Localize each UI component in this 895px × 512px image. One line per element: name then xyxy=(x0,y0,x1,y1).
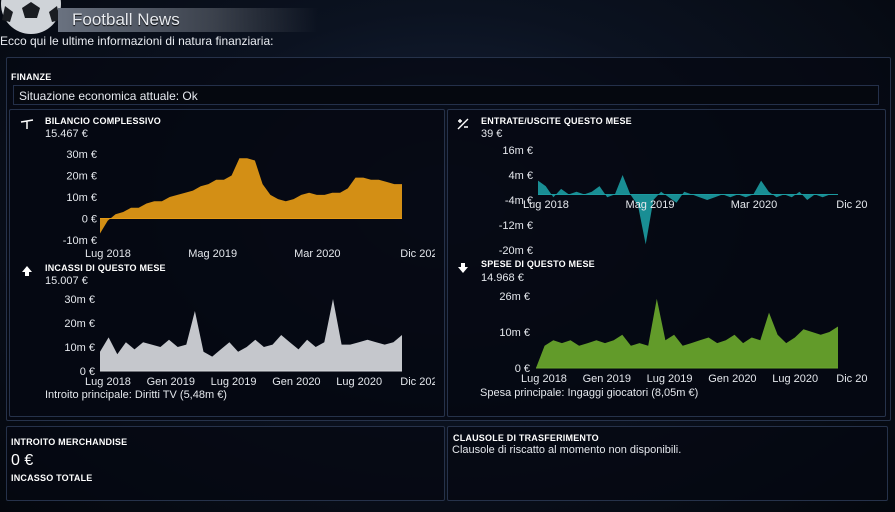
x-tick-label: Lug 2018 xyxy=(85,248,131,260)
y-tick-label: -10m € xyxy=(63,235,97,247)
clausole-title: CLAUSOLE DI TRASFERIMENTO xyxy=(453,433,599,443)
incassi-value: 15.007 € xyxy=(45,275,88,287)
football-icon xyxy=(0,0,62,34)
x-tick-label: Mag 2019 xyxy=(188,248,237,260)
page-title: Football News xyxy=(72,10,180,29)
y-tick-label: 16m € xyxy=(502,145,533,157)
x-tick-label: Lug 2020 xyxy=(772,373,818,385)
entrate-title: ENTRATE/USCITE QUESTO MESE xyxy=(481,116,632,126)
y-tick-label: 4m € xyxy=(509,170,533,182)
finance-title: FINANZE xyxy=(11,72,52,82)
x-tick-label: Lug 2018 xyxy=(523,199,569,211)
y-tick-label: 30m € xyxy=(64,294,95,306)
spese-value: 14.968 € xyxy=(481,272,524,284)
series-area xyxy=(100,158,402,234)
title-band xyxy=(58,8,318,32)
incassi-chart: 30m € 20m € 10m € 0 €Lug 2018 Gen 2019 Lug 20… xyxy=(64,294,435,388)
x-tick-label: Dic 2020 xyxy=(400,248,435,260)
merch-panel xyxy=(6,426,445,501)
y-tick-label: -12m € xyxy=(499,220,533,232)
arrow-up-icon xyxy=(20,264,34,278)
y-tick-label: 20m € xyxy=(64,318,95,330)
x-tick-label: Lug 2019 xyxy=(211,376,257,388)
x-tick-label: Mag 2019 xyxy=(626,199,675,211)
x-tick-label: Lug 2020 xyxy=(336,376,382,388)
clausole-text: Clausole di riscatto al momento non disp… xyxy=(452,444,682,456)
arrow-down-icon xyxy=(456,261,470,275)
incassi-title: INCASSI DI QUESTO MESE xyxy=(45,263,166,273)
y-tick-label: 0 € xyxy=(80,366,95,378)
entrate-value: 39 € xyxy=(481,128,503,140)
plus-minus-icon xyxy=(456,117,470,131)
y-tick-label: -20m € xyxy=(499,245,533,257)
y-tick-label: 26m € xyxy=(499,291,530,303)
x-tick-label: Dic 2020 xyxy=(836,199,868,211)
spese-title: SPESE DI QUESTO MESE xyxy=(481,259,595,269)
balance-scale-icon xyxy=(20,117,34,131)
y-tick-label: 10m € xyxy=(499,327,530,339)
spese-footer: Spesa principale: Ingaggi giocatori (8,0… xyxy=(480,387,699,399)
merch-title: INTROITO MERCHANDISE xyxy=(11,437,128,447)
x-tick-label: Lug 2018 xyxy=(521,373,567,385)
y-tick-label: 10m € xyxy=(66,192,97,204)
x-tick-label: Gen 2019 xyxy=(583,373,631,385)
x-tick-label: Mar 2020 xyxy=(731,199,777,211)
x-tick-label: Lug 2019 xyxy=(647,373,693,385)
series-area xyxy=(100,299,402,371)
spese-chart: 26m € 10m € 0 €Lug 2018 Gen 2019 Lug 2019 Gen… xyxy=(499,291,868,385)
merch-value: 0 € xyxy=(11,452,34,469)
series-area xyxy=(536,298,838,368)
bilancio-value: 15.467 € xyxy=(45,128,88,140)
bilancio-chart: 30m € 20m € 10m € 0 € -10m €Lug 2018 Mag 2019… xyxy=(63,149,435,260)
x-tick-label: Mar 2020 xyxy=(294,248,340,260)
x-tick-label: Gen 2019 xyxy=(147,376,195,388)
y-tick-label: 10m € xyxy=(64,342,95,354)
y-tick-label: -4m € xyxy=(505,195,533,207)
x-tick-label: Gen 2020 xyxy=(708,373,756,385)
clausole-panel xyxy=(447,426,888,501)
incassi-footer: Introito principale: Diritti TV (5,48m €… xyxy=(45,389,227,401)
intro-text: Ecco qui le ultime informazioni di natur… xyxy=(0,34,274,48)
header: Football News xyxy=(0,0,895,34)
bilancio-title: BILANCIO COMPLESSIVO xyxy=(45,116,162,126)
y-tick-label: 30m € xyxy=(66,149,97,161)
x-tick-label: Lug 2018 xyxy=(85,376,131,388)
status-field: Situazione economica attuale: Ok xyxy=(13,85,879,105)
entrate-chart: 16m € 4m € -4m € -12m € -20m € Lug 2018 Mag 20… xyxy=(499,145,868,257)
merch-subtitle: INCASSO TOTALE xyxy=(11,473,93,483)
series-area xyxy=(538,175,838,245)
x-tick-label: Dic 2020 xyxy=(836,373,868,385)
x-tick-label: Dic 2020 xyxy=(400,376,435,388)
x-tick-label: Gen 2020 xyxy=(272,376,320,388)
y-tick-label: 20m € xyxy=(66,171,97,183)
y-tick-label: 0 € xyxy=(82,214,97,226)
y-tick-label: 0 € xyxy=(515,363,530,375)
